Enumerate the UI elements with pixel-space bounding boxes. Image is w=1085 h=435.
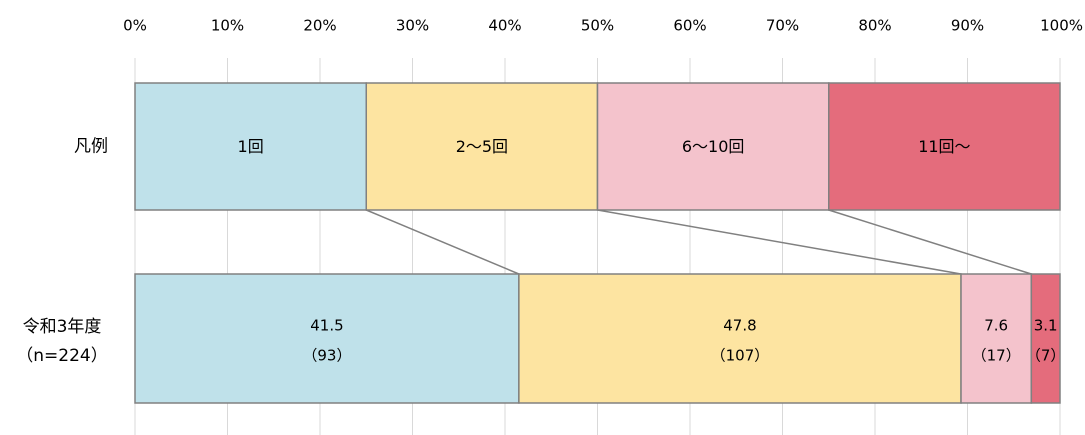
x-tick-label: 40% bbox=[488, 17, 521, 35]
legend-segment-label: 11回～ bbox=[918, 137, 970, 156]
x-axis-ticks: 0% 10% 20% 30% 40% 50% 60% 70% 80% 90% 100% bbox=[123, 17, 1083, 35]
legend-bar-segment bbox=[596, 82, 830, 211]
x-tick-label: 20% bbox=[303, 17, 336, 35]
legend-segment-label: 2～5回 bbox=[456, 137, 508, 156]
legend-segment-label: 6～10回 bbox=[682, 137, 745, 156]
x-tick-label: 100% bbox=[1040, 17, 1083, 35]
connector-line bbox=[365, 209, 520, 275]
data-value-label: 7.6 bbox=[984, 317, 1008, 335]
x-tick-label: 90% bbox=[951, 17, 984, 35]
data-value-label: 41.5 bbox=[310, 317, 343, 335]
connector-line bbox=[828, 209, 1032, 275]
x-tick-label: 0% bbox=[123, 17, 147, 35]
row-label-legend: 凡例 bbox=[74, 137, 108, 157]
labels: 1回 2～5回 6～10回 11回～ 41.5 （93） 47.8 （107） 7.6 （17） 3… bbox=[16, 137, 1065, 367]
x-tick-label: 70% bbox=[766, 17, 799, 35]
legend-bar-segment bbox=[365, 82, 599, 211]
data-count-label: （7） bbox=[1026, 347, 1066, 365]
data-count-label: （93） bbox=[302, 347, 351, 365]
data-count-label: （17） bbox=[972, 347, 1021, 365]
data-value-label: 47.8 bbox=[723, 317, 756, 335]
x-tick-label: 80% bbox=[858, 17, 891, 35]
row-label-year: 令和3年度 bbox=[23, 317, 102, 337]
connector-lines bbox=[365, 209, 1032, 275]
data-bar-segment bbox=[134, 273, 520, 404]
row-label-n: （n=224） bbox=[16, 346, 107, 366]
x-tick-label: 10% bbox=[211, 17, 244, 35]
data-bar-segment bbox=[960, 273, 1033, 404]
bars bbox=[134, 82, 1061, 404]
data-count-label: （107） bbox=[711, 347, 770, 365]
legend-segment-label: 1回 bbox=[238, 137, 264, 156]
data-bar-segment bbox=[1030, 273, 1061, 404]
x-tick-label: 30% bbox=[396, 17, 429, 35]
data-value-label: 3.1 bbox=[1034, 317, 1058, 335]
x-tick-label: 50% bbox=[581, 17, 614, 35]
connector-line bbox=[597, 209, 962, 275]
legend-bar-segment bbox=[828, 82, 1061, 211]
x-tick-label: 60% bbox=[673, 17, 706, 35]
legend-bar-segment bbox=[134, 82, 367, 211]
data-bar-segment bbox=[518, 273, 962, 404]
